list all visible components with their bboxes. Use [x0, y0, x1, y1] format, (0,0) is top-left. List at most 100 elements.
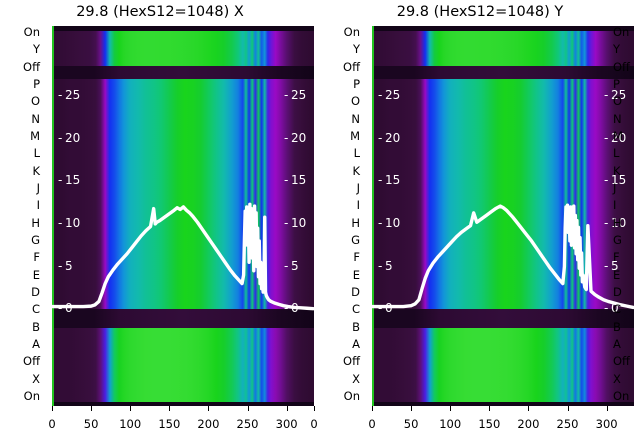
x-tick-label: 150	[478, 417, 501, 431]
category-label: G	[613, 233, 622, 247]
category-label: X	[613, 371, 621, 386]
category-label: D	[613, 285, 622, 299]
x-tick-mark	[567, 406, 569, 411]
heatmap-gap-strip	[372, 65, 634, 80]
category-label: B	[32, 319, 40, 334]
x-tick-mark	[247, 406, 249, 411]
heatmap-strip-main	[52, 79, 314, 310]
x-axis-x: 0 50 100 150 200 250 300 0	[0, 406, 320, 440]
category-label: C	[351, 302, 360, 317]
x-tick-mark	[169, 406, 171, 411]
category-label: On	[23, 25, 40, 39]
x-tick-label: 100	[119, 417, 142, 431]
category-label: B	[613, 319, 621, 334]
category-label: Y	[613, 42, 621, 57]
marker-line-green	[52, 26, 54, 406]
category-labels-left: On Y Off P O N M L K J I H G F E D C B A Off X On	[328, 26, 362, 406]
x-axis-y: 0 50 100 150 200 250 300	[320, 406, 640, 440]
heatmap-strip-main	[372, 79, 634, 310]
category-label: G	[31, 233, 40, 247]
category-label: I	[613, 198, 617, 213]
category-label: N	[31, 111, 40, 126]
category-label: C	[31, 302, 40, 317]
x-tick-label: 250	[236, 417, 259, 431]
category-label: A	[32, 337, 40, 351]
category-label: O	[30, 94, 40, 109]
category-label: On	[343, 389, 360, 403]
x-tick-mark	[52, 406, 53, 411]
category-label: P	[33, 77, 40, 91]
x-tick-label: 100	[439, 417, 462, 431]
category-label: Off	[343, 354, 360, 369]
category-label: Y	[32, 42, 40, 57]
category-label: Off	[613, 59, 630, 74]
category-label: O	[613, 94, 623, 109]
x-tick-mark	[528, 406, 530, 411]
category-label: Off	[613, 354, 630, 369]
category-label: L	[33, 146, 40, 161]
x-tick-label: 300	[595, 417, 618, 431]
x-tick-mark	[450, 406, 452, 411]
category-label: N	[613, 111, 622, 126]
heatmap-plot-x[interactable]	[52, 26, 314, 406]
x-tick-label: 0	[368, 417, 376, 431]
heatmap-gap-strip	[372, 309, 634, 329]
x-tick-mark	[208, 406, 210, 411]
panel-x: 29.8 (HexS12=1048) X On Y Off P O N M L K J I H G F E D…	[0, 4, 320, 440]
category-label: J	[613, 181, 617, 195]
category-label: X	[32, 371, 40, 386]
marker-line-green	[372, 26, 374, 406]
category-label: On	[23, 389, 40, 403]
heatmap-strip-top	[52, 29, 314, 66]
x-tick-mark	[286, 406, 288, 411]
x-tick-mark	[489, 406, 491, 411]
x-tick-mark	[606, 406, 608, 411]
heatmap-edge-cap	[52, 402, 314, 406]
category-label: N	[351, 111, 360, 126]
category-label: On	[613, 389, 630, 403]
heatmap-gap-strip	[52, 309, 314, 329]
category-label: L	[613, 146, 620, 161]
category-label: I	[356, 198, 360, 213]
heatmap-gap-strip	[52, 65, 314, 80]
category-label: Off	[23, 354, 40, 369]
x-tick-label: 150	[158, 417, 181, 431]
category-label: O	[350, 94, 360, 109]
category-label: A	[352, 337, 360, 351]
category-label: H	[31, 215, 40, 230]
category-label: H	[351, 215, 360, 230]
category-label: P	[353, 77, 360, 91]
x-tick-mark	[314, 406, 315, 411]
category-label: F	[33, 250, 40, 265]
category-label: Y	[352, 42, 360, 57]
category-label: E	[32, 267, 40, 282]
x-tick-label: 200	[197, 417, 220, 431]
category-label: K	[32, 163, 40, 178]
category-label: F	[353, 250, 360, 265]
category-label: X	[352, 371, 360, 386]
category-label: L	[353, 146, 360, 161]
category-labels-far-right: On Y Off P O N M L K J I H G F E D C B A Off X On	[610, 26, 640, 406]
heatmap-plot-y[interactable]	[372, 26, 634, 406]
category-label: M	[30, 129, 40, 143]
x-tick-label: 50	[403, 417, 419, 431]
heatmap-edge-cap	[372, 402, 634, 406]
category-label: A	[613, 337, 621, 351]
category-label: Off	[343, 59, 360, 74]
x-tick-label: 300	[275, 417, 298, 431]
category-label: K	[613, 163, 621, 178]
category-label: E	[613, 267, 621, 282]
category-label: C	[613, 302, 622, 317]
category-label: G	[351, 233, 360, 247]
category-label: M	[613, 129, 623, 143]
panel-title: 29.8 (HexS12=1048) Y	[396, 4, 564, 20]
category-label: F	[613, 250, 620, 265]
x-tick-label: 0	[48, 417, 56, 431]
category-label: I	[36, 198, 40, 213]
x-tick-mark	[372, 406, 373, 411]
heatmap-strip-bottom	[372, 328, 634, 403]
category-label: Off	[23, 59, 40, 74]
category-label: P	[613, 77, 620, 91]
x-tick-mark	[130, 406, 132, 411]
